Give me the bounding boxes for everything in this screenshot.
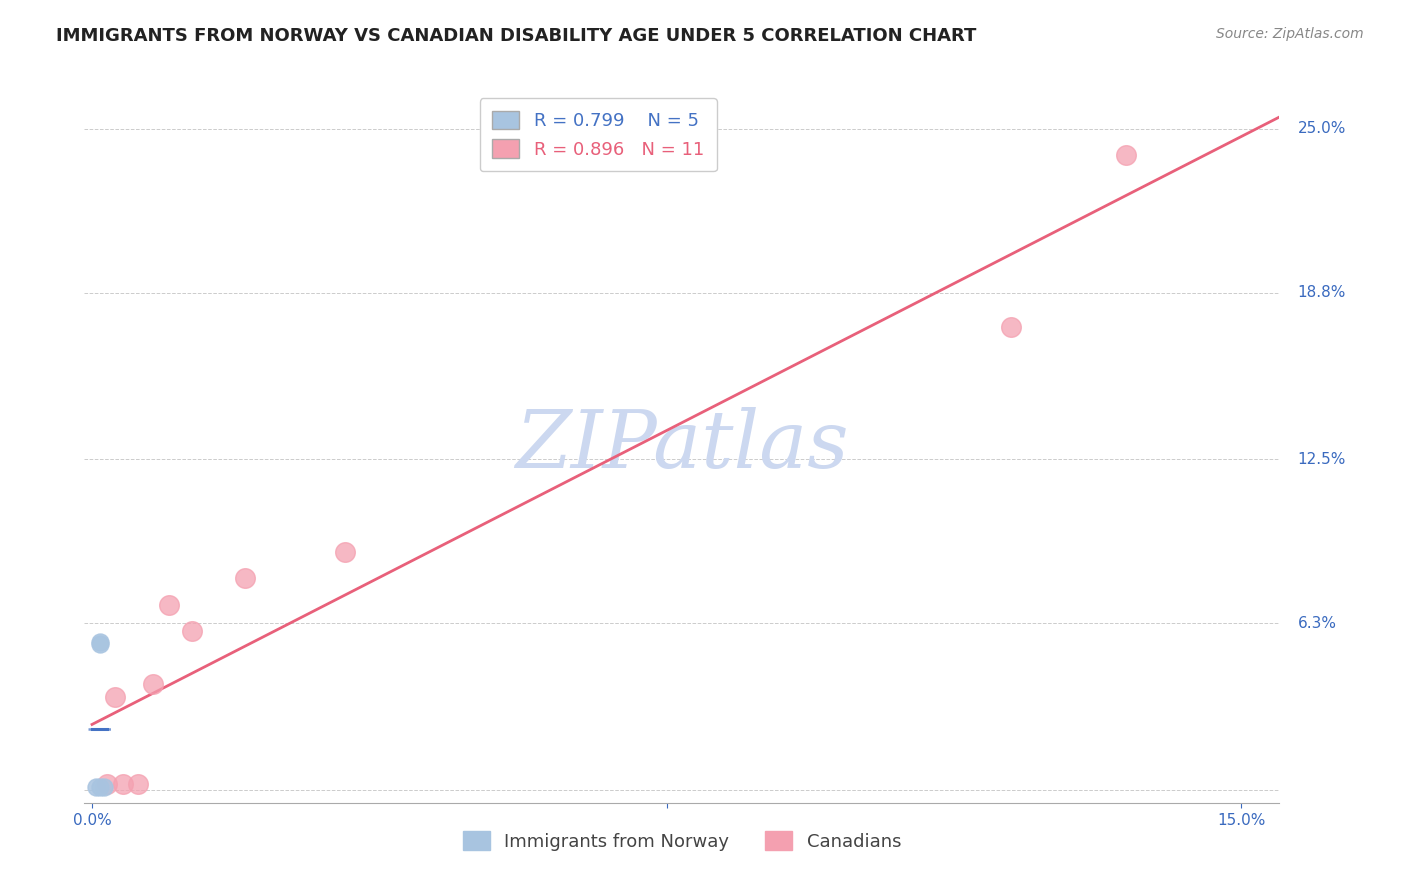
Point xyxy=(89,780,111,794)
Point xyxy=(93,780,115,794)
Point xyxy=(233,571,256,585)
Point xyxy=(84,780,107,794)
Point xyxy=(104,690,127,704)
Point xyxy=(111,777,134,791)
Point xyxy=(96,777,118,791)
Text: Source: ZipAtlas.com: Source: ZipAtlas.com xyxy=(1216,27,1364,41)
Legend: Immigrants from Norway, Canadians: Immigrants from Norway, Canadians xyxy=(456,824,908,858)
Text: ZIPatlas: ZIPatlas xyxy=(515,408,849,484)
Point xyxy=(89,634,111,648)
Point xyxy=(333,545,356,559)
Point xyxy=(157,598,180,612)
Text: 6.3%: 6.3% xyxy=(1298,615,1336,631)
Text: 18.8%: 18.8% xyxy=(1298,285,1346,301)
Point xyxy=(89,637,111,651)
Point xyxy=(1000,320,1022,334)
Point xyxy=(1115,148,1137,162)
Text: 25.0%: 25.0% xyxy=(1298,121,1346,136)
Point xyxy=(142,677,165,691)
Text: 12.5%: 12.5% xyxy=(1298,451,1346,467)
Text: IMMIGRANTS FROM NORWAY VS CANADIAN DISABILITY AGE UNDER 5 CORRELATION CHART: IMMIGRANTS FROM NORWAY VS CANADIAN DISAB… xyxy=(56,27,977,45)
Point xyxy=(180,624,202,638)
Point xyxy=(127,777,149,791)
